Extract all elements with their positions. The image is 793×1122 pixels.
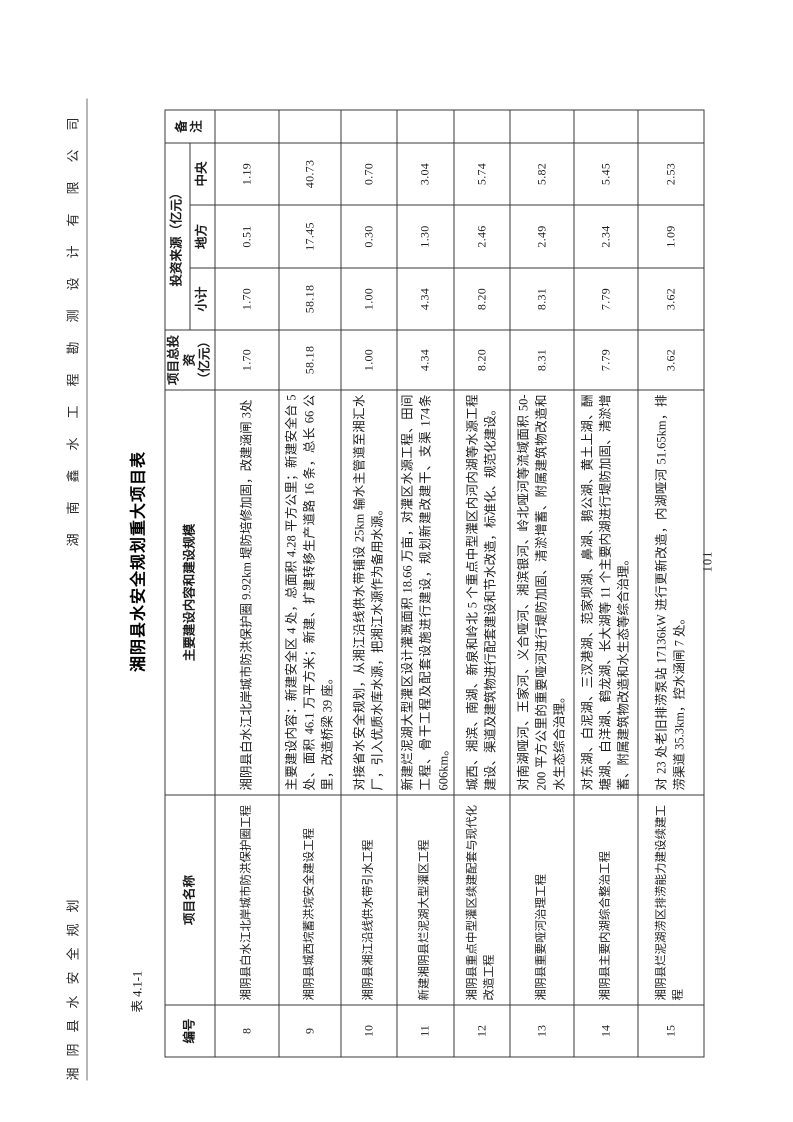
col-header-total: 项目总投资 （亿元） xyxy=(164,329,215,390)
cell-local: 17.45 xyxy=(278,204,341,268)
cell-subtotal: 4.34 xyxy=(396,267,454,330)
col-header-subtotal: 小计 xyxy=(189,267,215,330)
col-header-total-line2: （亿元） xyxy=(197,334,212,385)
cell-name: 湘阴县重点中型灌区续建配套与现代化改造工程 xyxy=(453,794,510,1005)
cell-total: 4.34 xyxy=(396,329,454,390)
cell-remark xyxy=(214,109,279,143)
cell-total: 1.00 xyxy=(340,329,397,390)
doc-header-left: 湘阴县水安全规划 xyxy=(65,887,80,1080)
cell-total: 3.62 xyxy=(637,329,704,390)
cell-local: 2.46 xyxy=(453,204,510,268)
col-header-local: 地方 xyxy=(189,204,215,268)
col-header-central: 中央 xyxy=(189,142,215,205)
cell-subtotal: 1.70 xyxy=(214,267,279,330)
table-row: 8 湘阴县白水江北岸城市防洪保护圈工程 湘阴县白水江北岸城市防洪保护圈 9.92… xyxy=(214,109,279,1057)
cell-local: 0.51 xyxy=(214,204,279,268)
cell-name: 湘阴县主要内湖综合整治工程 xyxy=(573,794,638,1005)
cell-no: 11 xyxy=(396,1004,454,1057)
cell-name: 湘阴县城西垸蓄洪垸安全建设工程 xyxy=(278,794,341,1005)
cell-total: 8.20 xyxy=(453,329,510,390)
cell-remark xyxy=(278,109,341,143)
table-title: 湘阴县水安全规划重大项目表 xyxy=(130,450,147,672)
cell-no: 9 xyxy=(278,1004,341,1057)
table-row: 14 湘阴县主要内湖综合整治工程 对东湖、白泥湖、三汊港湖、范家坝湖、鼻湖、鹅公… xyxy=(573,109,638,1057)
cell-content: 城西、湘滨、南湖、新泉和岭北 5 个重点中型灌区内河内湖等水源工程建设、渠道及建… xyxy=(453,389,510,795)
cell-remark xyxy=(573,109,638,143)
table-row: 10 湘阴县湘江沿线供水带引水工程 对接省水安全规划，从湘江沿线供水带铺设 25… xyxy=(340,109,397,1057)
cell-central: 2.53 xyxy=(637,142,704,205)
cell-no: 12 xyxy=(453,1004,510,1057)
table-row: 12 湘阴县重点中型灌区续建配套与现代化改造工程 城西、湘滨、南湖、新泉和岭北 … xyxy=(453,109,510,1057)
cell-local: 1.30 xyxy=(396,204,454,268)
cell-content: 主要建设内容：新建安全区 4 处，总面积 4.28 平方公里；新建安全台 5 处… xyxy=(278,389,341,795)
cell-name: 湘阴县湘江沿线供水带引水工程 xyxy=(340,794,397,1005)
cell-subtotal: 8.20 xyxy=(453,267,510,330)
cell-local: 1.09 xyxy=(637,204,704,268)
cell-no: 8 xyxy=(214,1004,279,1057)
cell-subtotal: 58.18 xyxy=(278,267,341,330)
col-header-no: 编号 xyxy=(164,1004,215,1057)
cell-name: 湘阴县重要哑河治理工程 xyxy=(509,794,574,1005)
doc-header: 湘阴县水安全规划 湖南鑫水工程勘测设计有限公司 xyxy=(62,98,87,1080)
cell-no: 15 xyxy=(637,1004,704,1057)
cell-content: 对 23 处老旧排涝泵站 17136kW 进行更新改造，内湖哑河 51.65km… xyxy=(637,389,704,795)
cell-local: 0.30 xyxy=(340,204,397,268)
cell-content: 湘阴县白水江北岸城市防洪保护圈 9.92km 堤防培修加固，改建涵闸 3处 xyxy=(214,389,279,795)
cell-central: 5.82 xyxy=(509,142,574,205)
cell-central: 5.74 xyxy=(453,142,510,205)
cell-remark xyxy=(637,109,704,143)
table-row: 11 新建湘阴县烂泥湖大型灌区工程 新建烂泥湖大型灌区设计灌溉面积 18.66 … xyxy=(396,109,454,1057)
cell-content: 对接省水安全规划，从湘江沿线供水带铺设 25km 输水主管道至湘汇水厂，引入优质… xyxy=(340,389,397,795)
col-header-total-line1: 项目总投资 xyxy=(166,334,196,385)
cell-central: 0.70 xyxy=(340,142,397,205)
cell-remark xyxy=(453,109,510,143)
cell-subtotal: 8.31 xyxy=(509,267,574,330)
doc-header-right: 湖南鑫水工程勘测设计有限公司 xyxy=(65,98,80,547)
col-header-remark: 备注 xyxy=(164,109,215,143)
cell-subtotal: 3.62 xyxy=(637,267,704,330)
cell-total: 8.31 xyxy=(509,329,574,390)
cell-name: 湘阴县烂泥湖涝区排涝能力建设续建工程 xyxy=(637,794,704,1005)
cell-name: 湘阴县白水江北岸城市防洪保护圈工程 xyxy=(214,794,279,1005)
cell-central: 5.45 xyxy=(573,142,638,205)
cell-subtotal: 1.00 xyxy=(340,267,397,330)
cell-total: 58.18 xyxy=(278,329,341,390)
cell-no: 13 xyxy=(509,1004,574,1057)
cell-content: 对南湖哑河、王家河、义合哑河、湘滨银河、岭北哑河等流域面积 50-200 平方公… xyxy=(509,389,574,795)
table-row: 15 湘阴县烂泥湖涝区排涝能力建设续建工程 对 23 处老旧排涝泵站 17136… xyxy=(637,109,704,1057)
cell-content: 对东湖、白泥湖、三汊港湖、范家坝湖、鼻湖、鹅公湖、黄土上湖、酬塘湖、白洋湖、鹤龙… xyxy=(573,389,638,795)
table-row: 9 湘阴县城西垸蓄洪垸安全建设工程 主要建设内容：新建安全区 4 处，总面积 4… xyxy=(278,109,341,1057)
cell-total: 7.79 xyxy=(573,329,638,390)
cell-content: 新建烂泥湖大型灌区设计灌溉面积 18.66 万亩，对灌区水源工程、田间工程、骨干… xyxy=(396,389,454,795)
cell-name: 新建湘阴县烂泥湖大型灌区工程 xyxy=(396,794,454,1005)
cell-central: 3.04 xyxy=(396,142,454,205)
col-header-name: 项目名称 xyxy=(164,794,215,1005)
cell-local: 2.34 xyxy=(573,204,638,268)
cell-remark xyxy=(340,109,397,143)
cell-remark xyxy=(509,109,574,143)
cell-remark xyxy=(396,109,454,143)
table-row: 13 湘阴县重要哑河治理工程 对南湖哑河、王家河、义合哑河、湘滨银河、岭北哑河等… xyxy=(509,109,574,1057)
page-number: 101 xyxy=(700,550,714,572)
cell-local: 2.49 xyxy=(509,204,574,268)
cell-total: 1.70 xyxy=(214,329,279,390)
cell-no: 14 xyxy=(573,1004,638,1057)
cell-no: 10 xyxy=(340,1004,397,1057)
col-header-content: 主要建设内容和建设规模 xyxy=(164,389,215,795)
cell-central: 1.19 xyxy=(214,142,279,205)
projects-table: 编号 项目名称 主要建设内容和建设规模 项目总投资 （亿元） 投资来源（亿元） … xyxy=(164,109,704,1057)
cell-central: 40.73 xyxy=(278,142,341,205)
cell-subtotal: 7.79 xyxy=(573,267,638,330)
col-header-source-group: 投资来源（亿元） xyxy=(164,142,190,330)
